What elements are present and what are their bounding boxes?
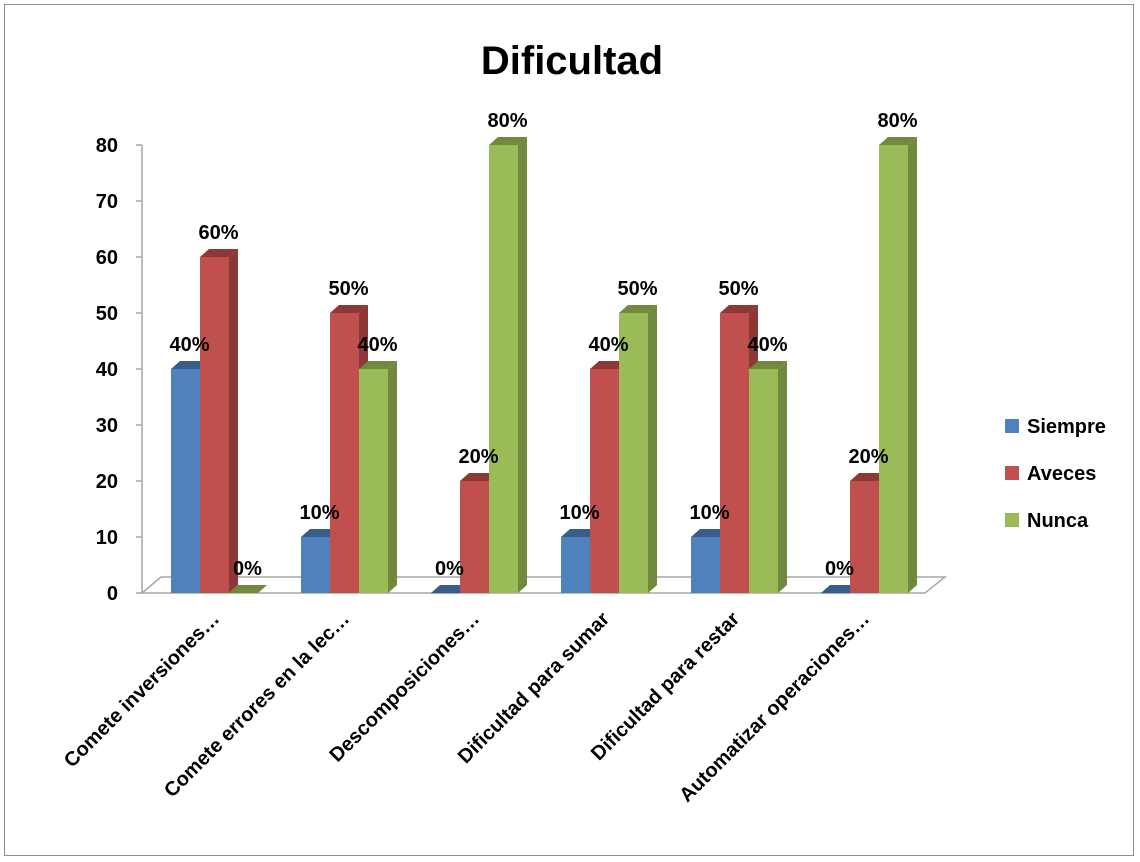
bar-front (301, 537, 330, 593)
bar-side (648, 305, 657, 593)
y-tick-label: 20 (96, 471, 118, 493)
bar-top (821, 585, 859, 593)
legend-label: Siempre (1027, 416, 1106, 438)
bar-front (749, 369, 778, 593)
data-label: 10% (299, 502, 339, 524)
legend-item-aveces: Aveces (1005, 463, 1096, 485)
bar-front (879, 145, 908, 593)
bar-side (229, 249, 238, 593)
data-label: 40% (169, 334, 209, 356)
chart-floor (139, 576, 948, 594)
bar-top (619, 305, 657, 313)
data-label: 50% (617, 278, 657, 300)
data-label: 0% (233, 558, 262, 580)
bar-nunca-5 (879, 137, 917, 593)
bar-side (388, 361, 397, 593)
bar-side (778, 361, 787, 593)
bar-front (590, 369, 619, 593)
bar-front (489, 145, 518, 593)
bar-front (171, 369, 200, 593)
legend-item-nunca: Nunca (1005, 510, 1089, 532)
data-label: 50% (328, 278, 368, 300)
bar-top (460, 473, 498, 481)
bar-nunca-2 (489, 137, 527, 593)
bar-aveces-0 (200, 249, 238, 593)
category-label: Dificultad para restar (587, 608, 744, 765)
bar-top (200, 249, 238, 257)
data-label: 40% (357, 334, 397, 356)
bar-top (749, 361, 787, 369)
bar-top (720, 305, 758, 313)
data-label: 20% (458, 446, 498, 468)
legend-swatch (1005, 513, 1019, 527)
data-label: 80% (487, 110, 527, 132)
category-label: Dificultad para sumar (454, 608, 614, 768)
bar-front (720, 313, 749, 593)
bar-front (359, 369, 388, 593)
axes: 0 10 20 30 40 50 60 70 80 (96, 135, 948, 605)
y-tick-label: 30 (96, 415, 118, 437)
y-tick-label: 80 (96, 135, 118, 157)
legend-swatch (1005, 419, 1019, 433)
category-labels: Comete inversiones…Comete errores en la … (60, 608, 874, 807)
data-label: 60% (198, 222, 238, 244)
bar-nunca-1 (359, 361, 397, 593)
bar-top (561, 529, 599, 537)
data-label: 40% (747, 334, 787, 356)
legend-swatch (1005, 466, 1019, 480)
bar-siempre-4 (691, 529, 729, 593)
bar-top (590, 361, 628, 369)
category-label: Descomposiciones… (325, 608, 484, 767)
bar-top (850, 473, 888, 481)
bar-siempre-2 (431, 585, 469, 594)
legend-label: Nunca (1027, 510, 1089, 532)
bar-front (850, 481, 879, 593)
bars (171, 137, 917, 594)
legend-label: Aveces (1027, 463, 1096, 485)
bar-front (460, 481, 489, 593)
bar-top (691, 529, 729, 537)
bar-side (908, 137, 917, 593)
legend: Siempre Aveces Nunca (1005, 416, 1106, 532)
bar-front (229, 593, 258, 594)
bar-top (330, 305, 368, 313)
data-labels: 40% 60% 0% 10% 50% 40% 0% 20% 80% 10% 40% 50% 10% 50%… (169, 110, 917, 580)
bar-side (518, 137, 527, 593)
bar-front (330, 313, 359, 593)
bar-top (171, 361, 209, 369)
bar-nunca-3 (619, 305, 657, 593)
bar-top (879, 137, 917, 145)
y-tick-label: 50 (96, 303, 118, 325)
bar-nunca-4 (749, 361, 787, 593)
bar-siempre-5 (821, 585, 859, 594)
bar-nunca-0 (229, 585, 267, 594)
y-tick-label: 10 (96, 527, 118, 549)
bar-front (821, 593, 850, 594)
bar-top (489, 137, 527, 145)
data-label: 10% (689, 502, 729, 524)
bar-front (619, 313, 648, 593)
data-label: 0% (825, 558, 854, 580)
y-tick-label: 60 (96, 247, 118, 269)
bar-front (200, 257, 229, 593)
data-label: 80% (877, 110, 917, 132)
y-tick-label: 40 (96, 359, 118, 381)
bar-top (431, 585, 469, 593)
data-label: 20% (848, 446, 888, 468)
data-label: 50% (718, 278, 758, 300)
bar-top (301, 529, 339, 537)
bar-top (229, 585, 267, 593)
data-label: 10% (559, 502, 599, 524)
bar-front (691, 537, 720, 593)
bar-top (359, 361, 397, 369)
chart-title: Dificultad (481, 39, 663, 83)
legend-item-siempre: Siempre (1005, 416, 1106, 438)
bar-front (561, 537, 590, 593)
data-label: 0% (435, 558, 464, 580)
data-label: 40% (588, 334, 628, 356)
y-tick-label: 70 (96, 191, 118, 213)
y-tick-label: 0 (107, 583, 118, 605)
bar-front (431, 593, 460, 594)
